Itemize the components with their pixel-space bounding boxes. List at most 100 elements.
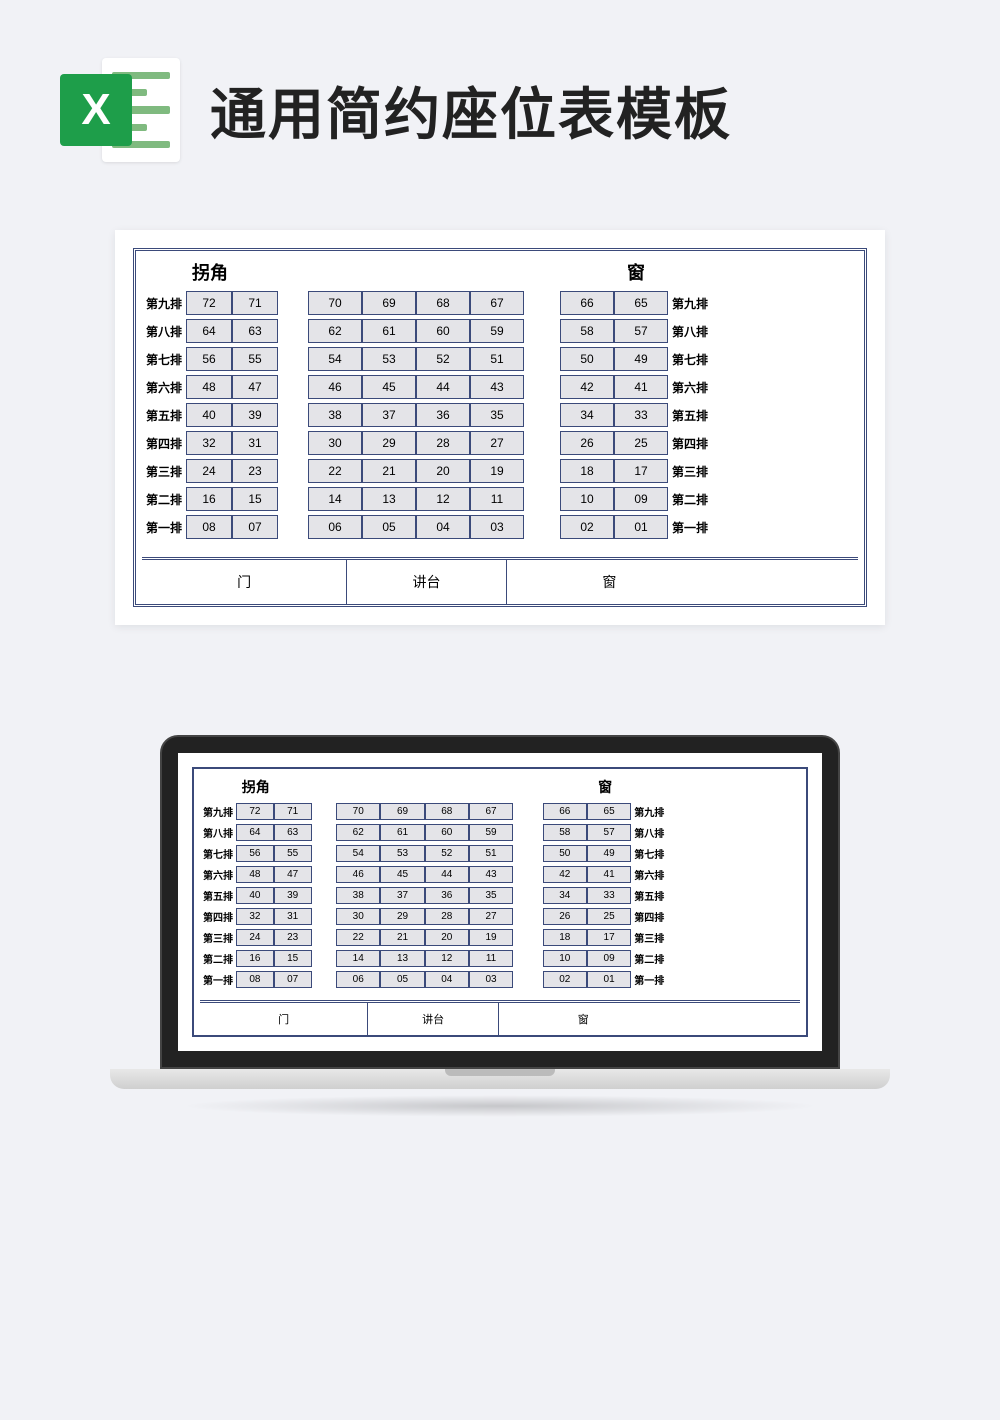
seat-cell: 05 — [362, 515, 416, 539]
seat-cell: 23 — [274, 929, 312, 946]
row-label-right: 第一排 — [668, 519, 712, 536]
window-label: 窗 — [560, 259, 712, 285]
seat-cell: 26 — [543, 908, 587, 925]
row-label-right: 第九排 — [668, 295, 712, 312]
laptop-base — [110, 1069, 890, 1089]
row-label-left: 第五排 — [200, 888, 236, 903]
row-label-right: 第四排 — [631, 909, 667, 924]
seat-cell: 11 — [470, 487, 524, 511]
seat-cell: 12 — [425, 950, 469, 967]
row-label-right: 第八排 — [668, 323, 712, 340]
seat-cell: 58 — [560, 319, 614, 343]
seat-cell: 51 — [469, 845, 513, 862]
seat-cell: 50 — [560, 347, 614, 371]
seat-row: 第七排5655545352515049第七排 — [142, 347, 858, 371]
seat-cell: 68 — [425, 803, 469, 820]
corner-label: 拐角 — [200, 777, 312, 797]
seat-cell: 70 — [336, 803, 380, 820]
seat-cell: 55 — [232, 347, 278, 371]
seat-cell: 59 — [469, 824, 513, 841]
seating-chart-card: 拐角窗第九排7271706968676665第九排第八排646362616059… — [115, 230, 885, 625]
row-label-right: 第一排 — [631, 972, 667, 987]
seat-cell: 65 — [614, 291, 668, 315]
row-label-right: 第九排 — [631, 804, 667, 819]
seat-cell: 31 — [232, 431, 278, 455]
seat-cell: 13 — [362, 487, 416, 511]
window-label: 窗 — [543, 777, 668, 797]
seat-cell: 31 — [274, 908, 312, 925]
row-label-right: 第八排 — [631, 825, 667, 840]
seat-cell: 41 — [587, 866, 631, 883]
seat-row: 第五排4039383736353433第五排 — [200, 887, 800, 904]
row-label-left: 第九排 — [200, 804, 236, 819]
seat-cell: 32 — [186, 431, 232, 455]
seat-cell: 52 — [416, 347, 470, 371]
seat-row: 第六排4847464544434241第六排 — [142, 375, 858, 399]
seat-cell: 37 — [380, 887, 424, 904]
seat-cell: 60 — [425, 824, 469, 841]
seat-cell: 39 — [232, 403, 278, 427]
seat-row: 第八排6463626160595857第八排 — [200, 824, 800, 841]
row-label-right: 第五排 — [668, 407, 712, 424]
seat-cell: 05 — [380, 971, 424, 988]
footer-cell: 讲台 — [368, 1003, 499, 1035]
footer-cell: 门 — [142, 560, 347, 604]
seat-cell: 46 — [336, 866, 380, 883]
seat-cell: 02 — [543, 971, 587, 988]
seat-cell: 14 — [336, 950, 380, 967]
seat-cell: 63 — [274, 824, 312, 841]
seat-cell: 69 — [362, 291, 416, 315]
seat-cell: 64 — [186, 319, 232, 343]
row-label-left: 第四排 — [200, 909, 236, 924]
seat-cell: 10 — [560, 487, 614, 511]
seat-cell: 29 — [380, 908, 424, 925]
laptop-preview: 拐角窗第九排7271706968676665第九排第八排646362616059… — [120, 735, 880, 1117]
page-title: 通用简约座位表模板 — [210, 70, 732, 151]
seat-cell: 53 — [362, 347, 416, 371]
seat-cell: 17 — [614, 459, 668, 483]
seat-cell: 34 — [560, 403, 614, 427]
seat-cell: 44 — [416, 375, 470, 399]
row-label-right: 第七排 — [668, 351, 712, 368]
seat-cell: 27 — [469, 908, 513, 925]
footer-cell: 门 — [200, 1003, 368, 1035]
seat-cell: 43 — [470, 375, 524, 399]
seat-cell: 08 — [186, 515, 232, 539]
seat-cell: 25 — [614, 431, 668, 455]
seat-cell: 25 — [587, 908, 631, 925]
seat-row: 第八排6463626160595857第八排 — [142, 319, 858, 343]
seat-cell: 35 — [470, 403, 524, 427]
seat-cell: 66 — [560, 291, 614, 315]
seat-cell: 44 — [425, 866, 469, 883]
seat-cell: 07 — [232, 515, 278, 539]
seat-cell: 33 — [614, 403, 668, 427]
seat-cell: 54 — [308, 347, 362, 371]
seat-cell: 16 — [186, 487, 232, 511]
seat-cell: 70 — [308, 291, 362, 315]
seat-cell: 46 — [308, 375, 362, 399]
corner-label: 拐角 — [142, 259, 278, 285]
seat-cell: 41 — [614, 375, 668, 399]
seat-cell: 51 — [470, 347, 524, 371]
seat-cell: 14 — [308, 487, 362, 511]
seat-cell: 47 — [232, 375, 278, 399]
seat-cell: 59 — [470, 319, 524, 343]
row-label-left: 第六排 — [142, 379, 186, 396]
seat-cell: 09 — [587, 950, 631, 967]
seat-cell: 50 — [543, 845, 587, 862]
seat-cell: 22 — [308, 459, 362, 483]
seat-cell: 08 — [236, 971, 274, 988]
top-labels: 拐角 窗 — [200, 777, 800, 797]
row-label-right: 第三排 — [631, 930, 667, 945]
seat-cell: 62 — [308, 319, 362, 343]
seat-cell: 29 — [362, 431, 416, 455]
seat-cell: 21 — [380, 929, 424, 946]
seat-row: 第三排2423222120191817第三排 — [200, 929, 800, 946]
seat-cell: 09 — [614, 487, 668, 511]
seat-cell: 01 — [614, 515, 668, 539]
excel-badge: X — [60, 74, 132, 146]
seat-cell: 01 — [587, 971, 631, 988]
seat-row: 第三排2423222120191817第三排 — [142, 459, 858, 483]
seat-cell: 11 — [469, 950, 513, 967]
footer-cell: 讲台 — [347, 560, 507, 604]
